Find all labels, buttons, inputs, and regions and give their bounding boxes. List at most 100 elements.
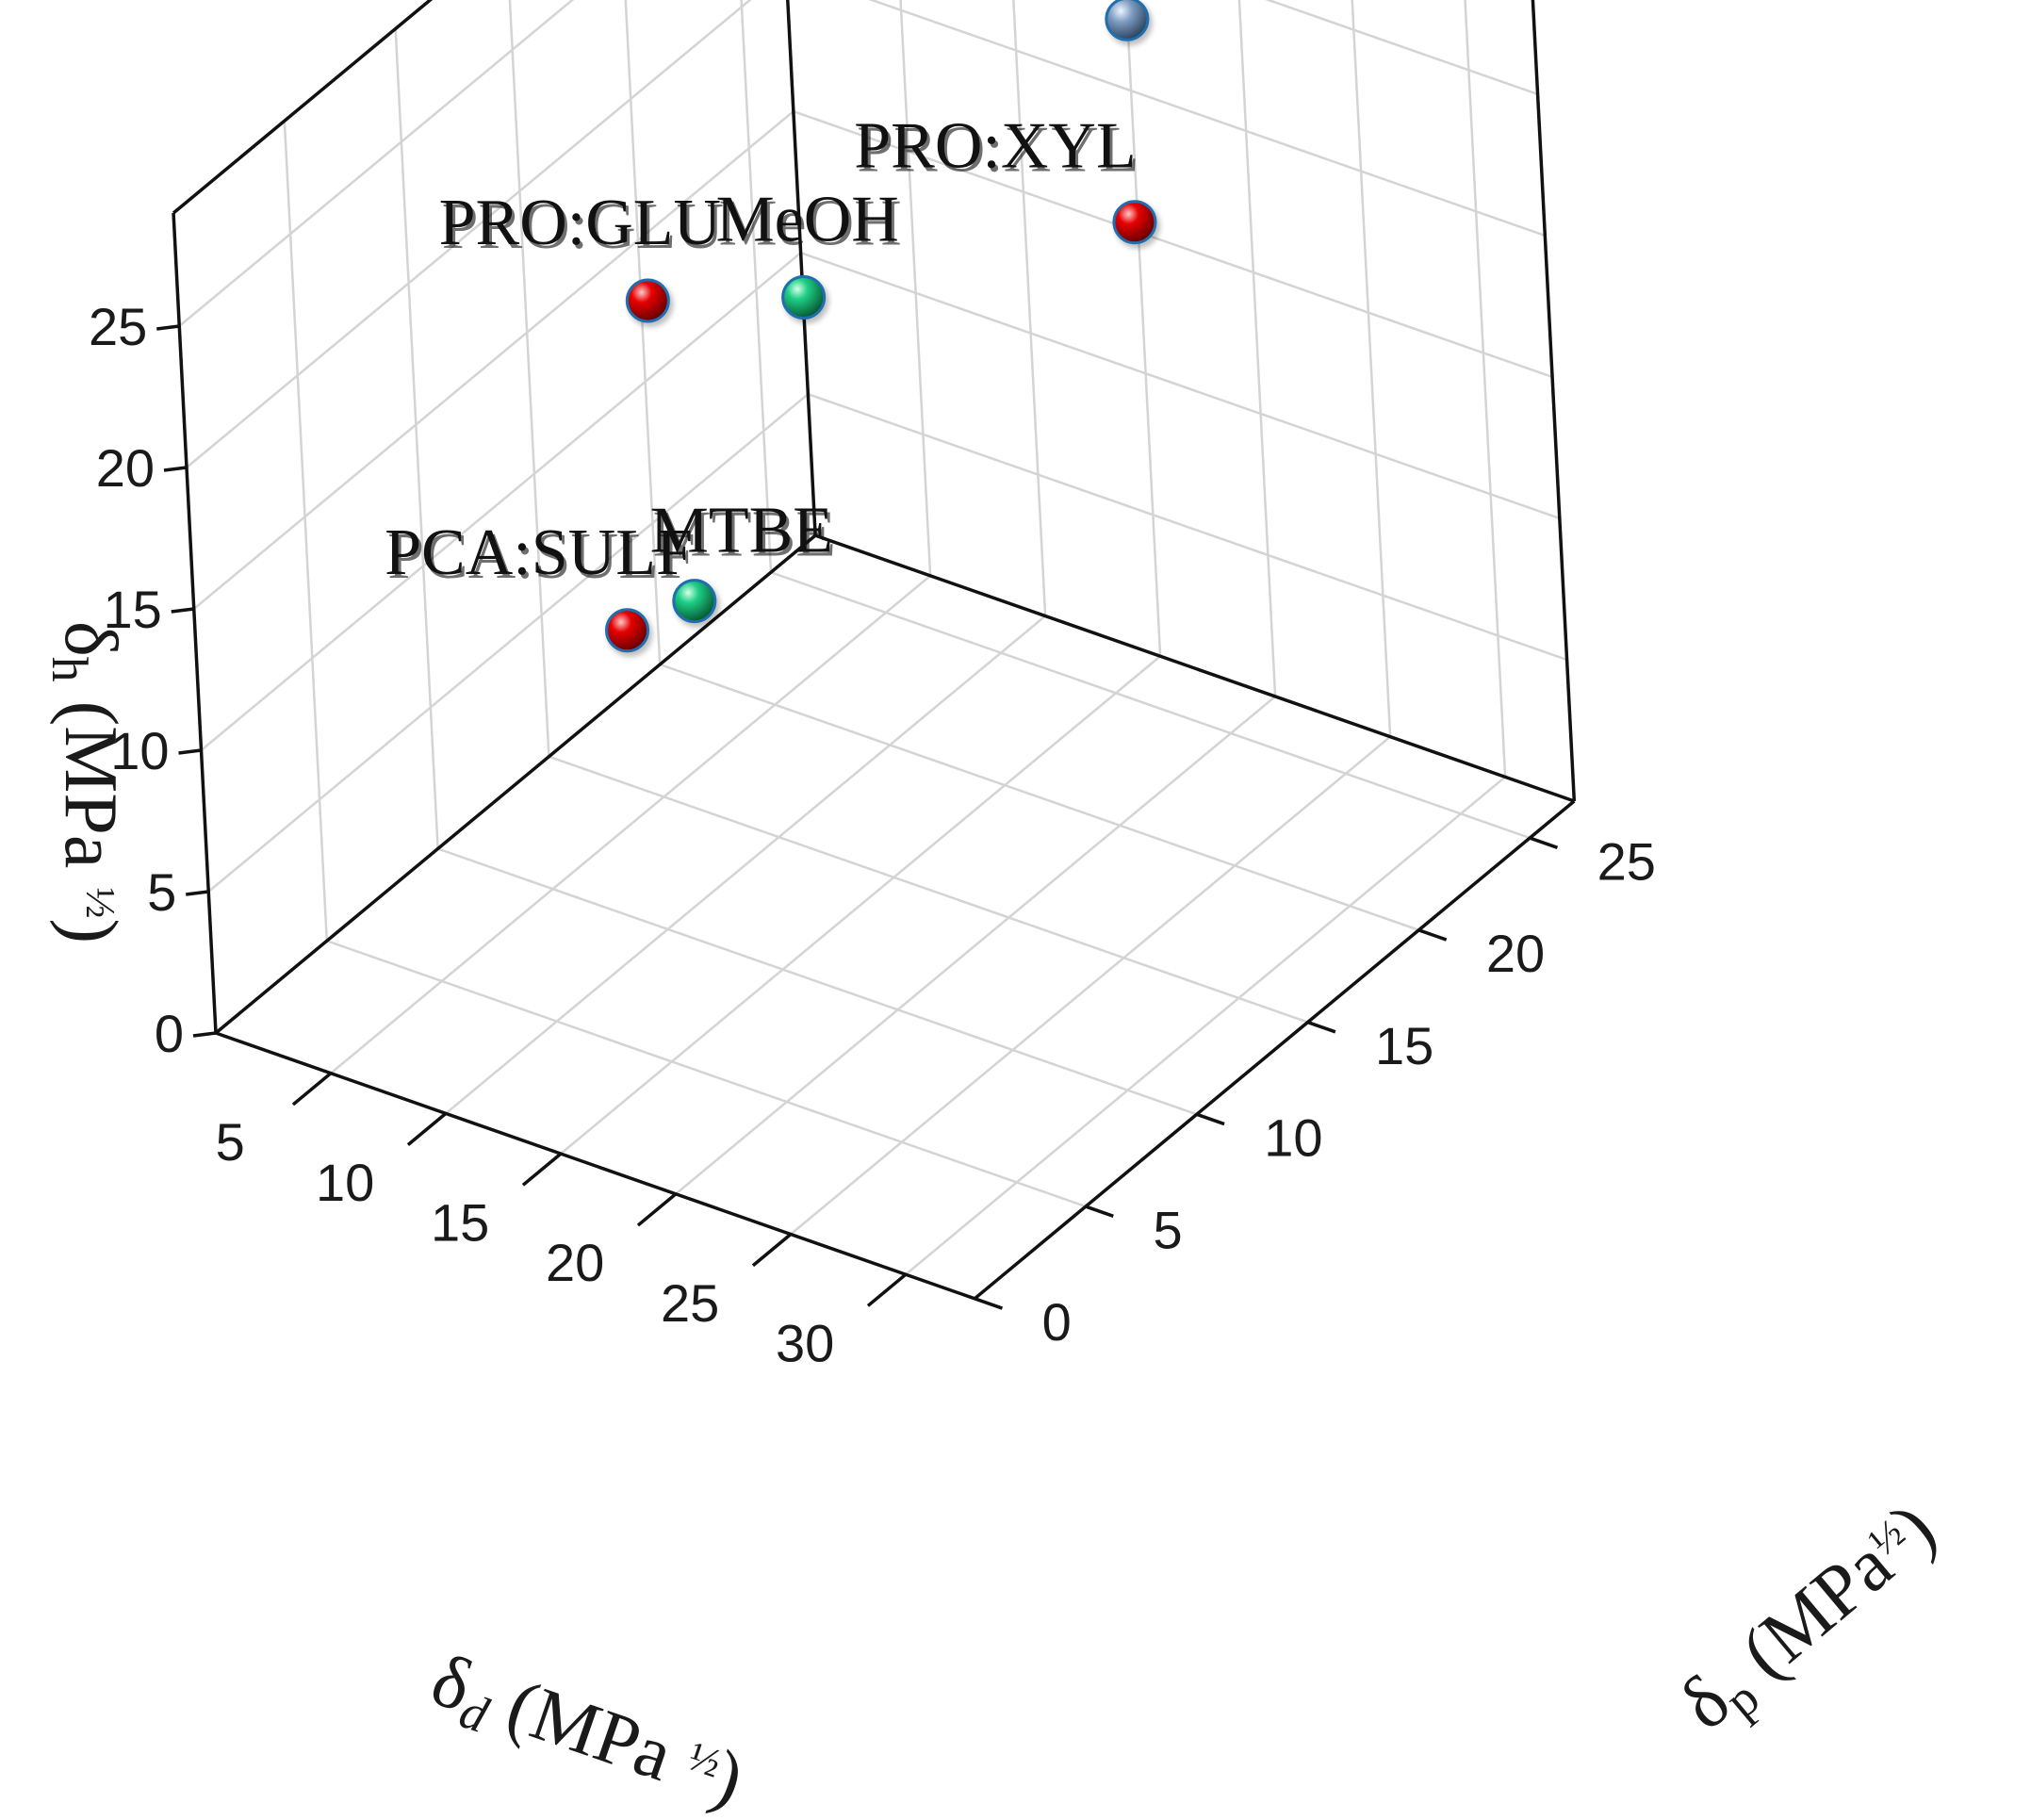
grid-backwall-y <box>740 0 773 573</box>
grid-rightwall-x <box>1012 0 1047 616</box>
y-axis-line <box>974 799 1576 1301</box>
grid-rightwall-x <box>1351 0 1392 737</box>
floor-back-edge <box>214 533 817 1035</box>
point-label: PRO:XYL <box>854 110 1136 183</box>
grid-floor-x <box>905 776 1506 1276</box>
point-label-shadow: PCA:SULF <box>387 520 696 593</box>
grid-rightwall-z <box>868 0 1546 238</box>
x-tick-mark <box>406 1112 448 1146</box>
right-wall-edge <box>1531 0 1577 802</box>
y-axis-title: δp (MPa½) <box>1665 1487 1956 1752</box>
x-tick-label: 25 <box>661 1273 719 1333</box>
z-tick-label: 20 <box>96 438 155 498</box>
grid-lines <box>178 0 1567 1276</box>
x-axis-line <box>215 1031 975 1301</box>
y-tick-label: 5 <box>1153 1200 1182 1259</box>
grid-backwall-y <box>624 0 662 665</box>
z-tick-label: 0 <box>155 1004 184 1063</box>
y-tick-label: 10 <box>1264 1108 1322 1168</box>
grid-floor-y <box>437 847 1198 1116</box>
data-points: CHITOSANCHITOSANPRO:GLUPRO:GLUMeOHMeOHPR… <box>385 0 1160 657</box>
z-tick-label: 5 <box>147 862 176 922</box>
grid-backwall-z <box>207 393 810 893</box>
point-label: PCA:SULF <box>385 516 693 589</box>
z-tick-mark <box>171 607 194 614</box>
z-tick-mark <box>156 324 180 331</box>
axis-frame <box>172 0 1577 1301</box>
data-point <box>672 579 717 624</box>
x-tick-mark <box>751 1233 793 1268</box>
grid-rightwall-z <box>793 109 1553 379</box>
y-tick-mark <box>974 1297 1004 1310</box>
data-point <box>781 274 827 320</box>
y-tick-mark <box>1307 1020 1336 1034</box>
point-label-shadow: MTBE <box>653 499 836 571</box>
z-tick-mark <box>163 466 188 472</box>
grid-backwall-z <box>178 0 575 327</box>
y-tick-label: 15 <box>1375 1016 1433 1075</box>
grid-floor-y <box>770 571 1531 840</box>
x-axis-title: δd (MPa ½) <box>419 1638 754 1820</box>
point-label: MTBE <box>650 495 833 567</box>
z-tick-mark <box>186 890 209 896</box>
grid-floor-x <box>445 615 1046 1115</box>
grid-floor-y <box>659 663 1419 931</box>
z-tick-label: 25 <box>89 297 147 356</box>
grid-backwall-z <box>200 252 802 751</box>
point-label: MeOH <box>715 183 898 255</box>
z-axis-line <box>172 212 218 1034</box>
grid-backwall-z <box>192 110 794 610</box>
data-point <box>1105 0 1150 41</box>
data-point <box>605 608 650 653</box>
grid-floor-y <box>326 940 1087 1208</box>
x-tick-mark <box>291 1072 333 1107</box>
grid-floor-x <box>560 655 1161 1156</box>
z-tick-mark <box>192 1031 217 1038</box>
corner-edge <box>786 0 817 536</box>
z-tick-mark <box>178 748 202 755</box>
grid-floor-x <box>330 574 931 1074</box>
x-tick-mark <box>866 1272 908 1307</box>
grid-rightwall-x <box>1464 0 1507 778</box>
grid-backwall-y <box>283 121 329 942</box>
x-tick-label: 30 <box>776 1314 834 1373</box>
floor-right-edge <box>814 533 1575 803</box>
y-tick-mark <box>1196 1112 1225 1126</box>
data-point <box>625 278 670 323</box>
z-tick-label: 15 <box>103 580 161 639</box>
point-label: PRO:GLU <box>439 187 721 259</box>
grid-backwall-y <box>508 0 550 757</box>
data-point <box>1112 200 1157 245</box>
y-tick-label: 25 <box>1597 831 1656 891</box>
z-axis-title: δh (MPa ½) <box>41 621 132 943</box>
z-tick-label: 10 <box>110 721 169 780</box>
x-tick-label: 20 <box>546 1233 604 1292</box>
top-left-edge <box>172 0 434 215</box>
grid-floor-x <box>790 735 1391 1236</box>
x-tick-mark <box>636 1192 678 1227</box>
x-tick-label: 15 <box>431 1192 489 1252</box>
grid-rightwall-z <box>1265 0 1538 96</box>
x-tick-label: 10 <box>316 1153 374 1212</box>
y-tick-mark <box>1529 836 1559 849</box>
y-tick-label: 0 <box>1042 1292 1072 1352</box>
grid-backwall-y <box>394 28 439 849</box>
point-label-shadow: PRO:GLU <box>442 190 724 263</box>
point-label-shadow: PRO:XYL <box>857 114 1138 187</box>
x-tick-label: 5 <box>216 1112 245 1172</box>
grid-floor-x <box>675 695 1276 1195</box>
grid-rightwall-x <box>899 0 932 576</box>
y-tick-label: 20 <box>1486 924 1545 983</box>
grid-rightwall-z <box>800 251 1561 520</box>
grid-floor-y <box>548 755 1309 1024</box>
grid-rightwall-x <box>1237 0 1277 697</box>
grid-backwall-z <box>186 0 752 468</box>
y-tick-mark <box>1417 928 1448 942</box>
y-tick-mark <box>1085 1205 1114 1218</box>
axis-titles: δd (MPa ½) δp (MPa½) δh (MPa ½) <box>41 621 1956 1820</box>
point-label-shadow: MeOH <box>718 187 901 259</box>
x-tick-mark <box>521 1152 563 1187</box>
grid-rightwall-z <box>807 392 1567 662</box>
